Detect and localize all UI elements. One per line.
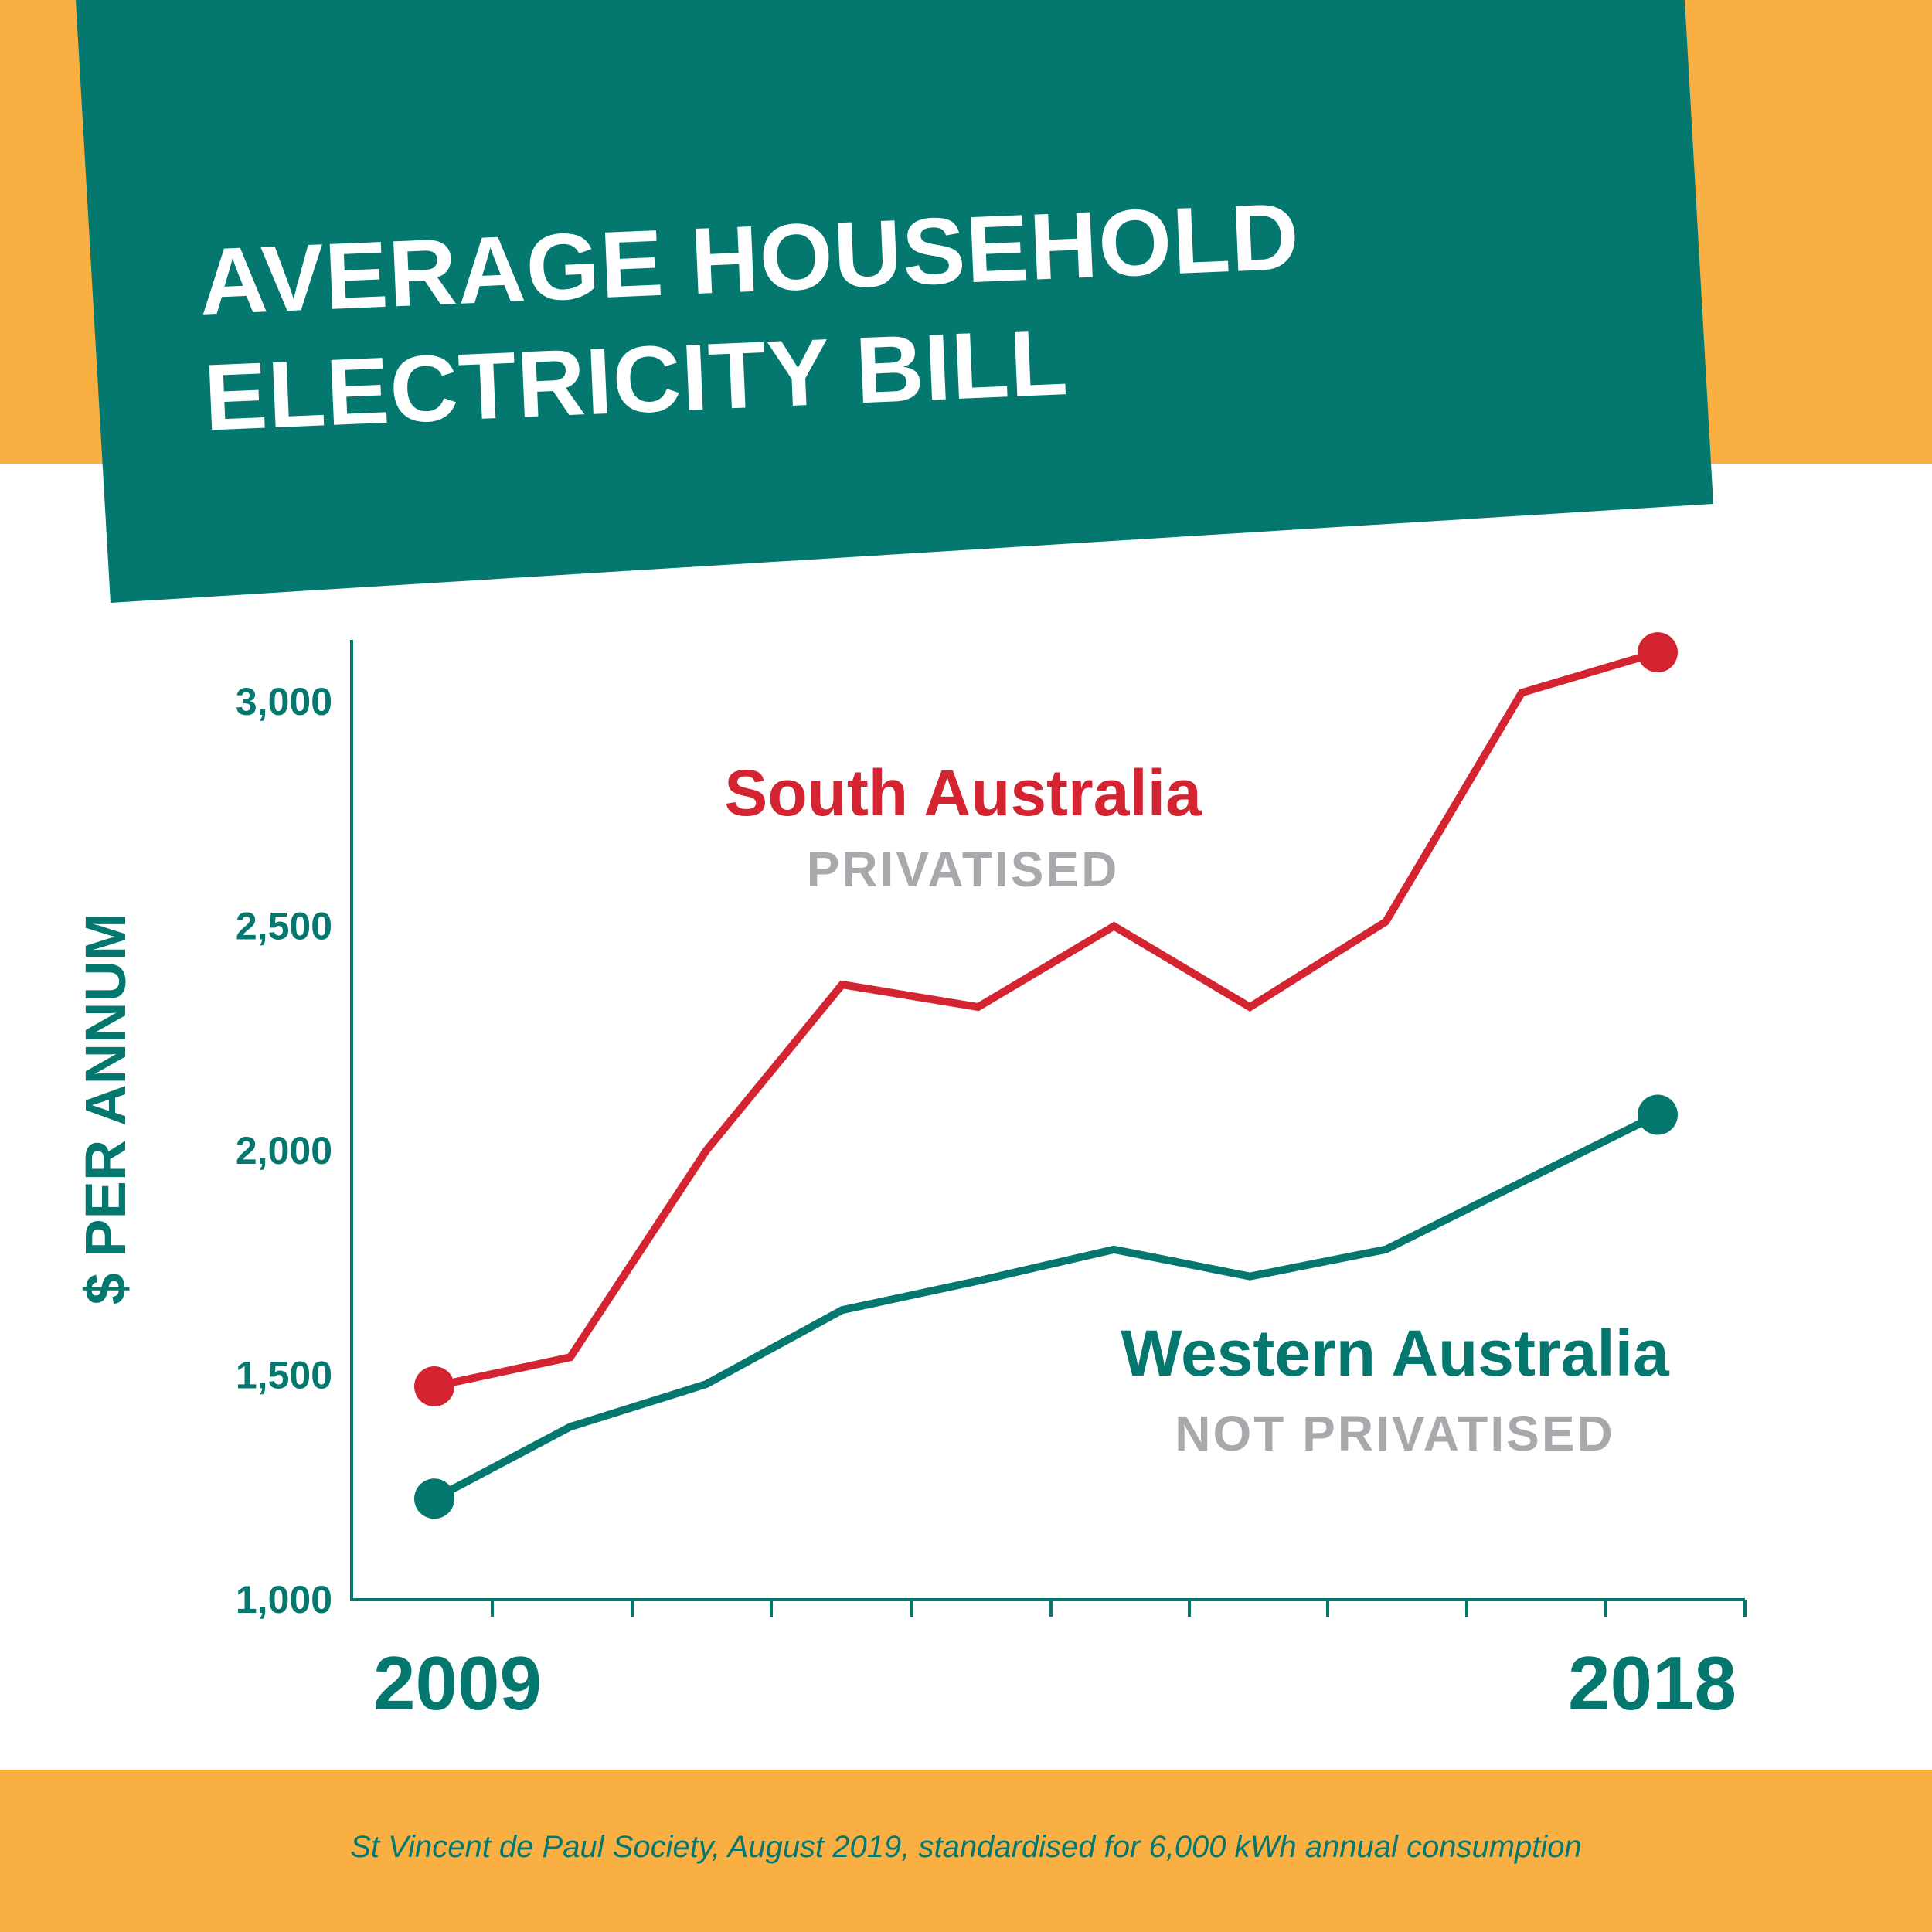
x-tick-label: 2018 bbox=[1568, 1641, 1736, 1726]
series-name-label: Western Australia bbox=[1121, 1317, 1670, 1389]
title-panel-shape bbox=[76, 0, 1713, 603]
bottom-orange-band bbox=[0, 1770, 1932, 1932]
series-line-0 bbox=[433, 648, 1659, 1390]
y-tick-label: 2,000 bbox=[236, 1129, 332, 1172]
source-note: St Vincent de Paul Society, August 2019,… bbox=[350, 1830, 1582, 1864]
y-axis-label: $ PER ANNUM bbox=[73, 913, 138, 1304]
series-sublabel: NOT PRIVATISED bbox=[1175, 1406, 1614, 1461]
line-chart: 1,000 1,500 2,000 2,500 3,000 2009 2018 South… bbox=[73, 632, 1747, 1726]
series-endpoint bbox=[1638, 632, 1678, 673]
series-name-label: South Australia bbox=[724, 757, 1202, 829]
series-line-1 bbox=[432, 1111, 1660, 1502]
x-tick-label: 2009 bbox=[373, 1641, 542, 1726]
series-endpoint bbox=[1638, 1094, 1678, 1135]
title-panel: AVERAGE HOUSEHOLD ELECTRICITY BILL bbox=[0, 0, 1932, 611]
series-endpoint bbox=[414, 1478, 454, 1519]
y-tick-label: 1,000 bbox=[236, 1578, 332, 1621]
series-sublabel: PRIVATISED bbox=[807, 842, 1120, 897]
y-tick-label: 2,500 bbox=[236, 905, 332, 948]
series-endpoint bbox=[414, 1366, 454, 1407]
y-tick-label: 3,000 bbox=[236, 680, 332, 723]
y-tick-label: 1,500 bbox=[236, 1354, 332, 1397]
